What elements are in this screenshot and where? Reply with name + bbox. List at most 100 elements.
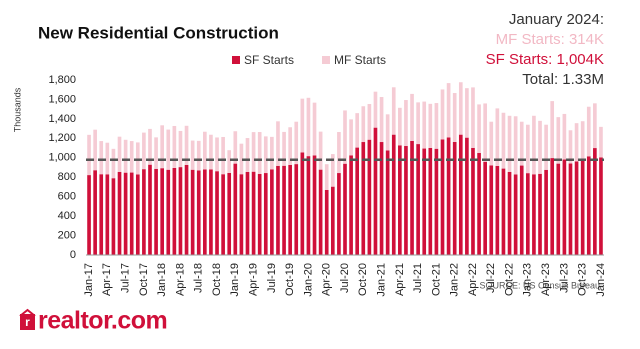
bar-segment: [568, 163, 573, 255]
bar-segment: [446, 137, 451, 255]
bar-segment: [361, 106, 366, 143]
bar-segment: [93, 129, 97, 171]
bar-segment: [87, 175, 91, 255]
bar-segment: [263, 136, 268, 174]
bar-segment: [270, 169, 274, 255]
logo-icon: r: [19, 308, 36, 330]
x-tick-label: Jan-22: [449, 263, 461, 297]
bar-segment: [574, 161, 579, 255]
y-tick-label: 0: [70, 249, 76, 261]
y-tick-label: 600: [58, 191, 76, 203]
bar-segment: [471, 87, 475, 148]
bar-segment: [495, 165, 500, 255]
bar-segment: [184, 125, 189, 165]
x-tick-label: Oct-20: [357, 263, 369, 296]
bar-segment: [221, 136, 225, 175]
bar-segment: [257, 173, 262, 255]
bar-segment: [99, 141, 104, 175]
x-tick-label: Jan-23: [522, 263, 534, 297]
bar-segment: [391, 134, 396, 255]
bar-segment: [385, 114, 390, 151]
bar-segment: [343, 110, 347, 164]
bar-segment: [525, 173, 530, 255]
bar-segment: [465, 137, 469, 255]
bar-segment: [379, 142, 384, 255]
bar-segment: [361, 142, 366, 255]
bar-segment: [154, 168, 158, 255]
y-tick-label: 1,600: [48, 93, 76, 105]
bar-segment: [452, 93, 457, 142]
bar-segment: [556, 163, 561, 255]
x-tick-label: Jul-19: [266, 263, 278, 293]
bar-segment: [142, 169, 146, 255]
bar-segment: [525, 124, 530, 174]
bar-segment: [306, 97, 311, 157]
bar-segment: [373, 91, 378, 128]
bar-segment: [446, 83, 451, 138]
x-tick-label: Jan-24: [595, 263, 607, 297]
bar-segment: [519, 165, 524, 255]
x-tick-label: Jul-21: [412, 263, 424, 293]
bar-segment: [599, 157, 603, 255]
bar-segment: [233, 163, 238, 255]
bar-segment: [282, 131, 286, 166]
bar-segment: [99, 174, 104, 255]
x-tick-label: Jan-18: [156, 263, 168, 297]
bar-segment: [190, 140, 195, 170]
bar-segment: [501, 168, 506, 255]
chart-title: New Residential Construction: [38, 23, 279, 42]
bar-segment: [550, 101, 555, 159]
bar-segment: [519, 121, 524, 166]
bar-segment: [160, 125, 165, 169]
annotation: January 2024:: [509, 11, 604, 28]
bar-segment: [471, 147, 475, 255]
bar-segment: [129, 141, 134, 173]
bar-segment: [410, 93, 414, 141]
x-tick-label: Jul-22: [485, 263, 497, 293]
bar-segment: [105, 142, 110, 175]
y-tick-label: 1,200: [48, 132, 76, 144]
bar-segment: [294, 121, 299, 165]
bar-segment: [87, 134, 91, 176]
bar-segment: [93, 170, 97, 255]
bar-segment: [489, 165, 494, 255]
bar-segment: [458, 82, 463, 135]
bar-segment: [178, 130, 183, 168]
legend-label: MF Starts: [334, 53, 386, 67]
bar-segment: [324, 164, 329, 190]
bar-segment: [495, 108, 500, 166]
bar-segment: [215, 171, 219, 255]
bar-segment: [532, 174, 536, 255]
bar-segment: [599, 126, 603, 158]
bar-segment: [288, 127, 292, 165]
bar-segment: [428, 103, 433, 148]
x-tick-label: Apr-22: [467, 263, 479, 296]
bar-segment: [410, 140, 414, 255]
bar-segment: [318, 169, 323, 255]
x-tick-label: Jul-17: [120, 263, 132, 293]
x-tick-label: Oct-21: [430, 263, 442, 296]
bar-segment: [465, 88, 469, 138]
legend-label: SF Starts: [244, 53, 294, 67]
y-tick-label: 1,000: [48, 152, 76, 164]
bar-segment: [233, 131, 238, 164]
bar-segment: [349, 119, 353, 156]
x-tick-label: Apr-18: [174, 263, 186, 296]
bar-segment: [398, 145, 402, 255]
bar-segment: [580, 121, 585, 161]
bar-segment: [123, 139, 128, 173]
bar-segment: [203, 131, 207, 170]
annotation: SF Starts: 1,004K: [486, 51, 604, 68]
bar-segment: [428, 147, 433, 255]
bar-segment: [477, 104, 481, 154]
bar-segment: [111, 148, 116, 179]
bar-segment: [355, 147, 360, 255]
bar-segment: [257, 132, 262, 174]
bar-segment: [117, 136, 122, 172]
x-tick-label: Jul-23: [558, 263, 570, 293]
bar-segment: [416, 144, 420, 255]
bar-segment: [215, 137, 219, 172]
bar-segment: [330, 154, 335, 187]
bar-segment: [501, 112, 506, 169]
